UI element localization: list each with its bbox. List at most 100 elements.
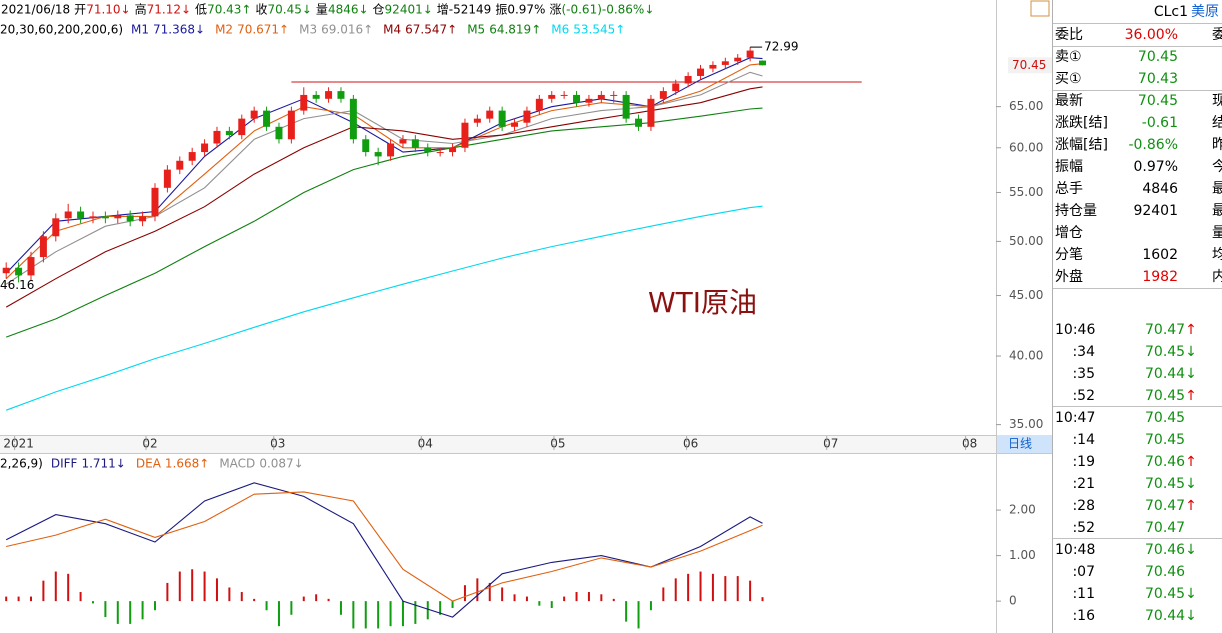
candle-body	[213, 130, 221, 144]
header-label: 开	[74, 3, 86, 17]
symbol-name: 美原	[1191, 4, 1219, 20]
y-tick-label: 50.00	[1009, 234, 1043, 248]
chart-annotation: WTI原油	[648, 286, 757, 319]
header-value: 70.43↑	[207, 3, 251, 17]
quote-label: 分笔	[1055, 247, 1083, 263]
candle-body	[114, 215, 122, 219]
panel-toggle-button[interactable]	[1030, 0, 1050, 17]
quote-value: 70.43	[1138, 71, 1178, 87]
y-tick-label: 1.00	[1009, 548, 1036, 562]
tick-time: :34	[1072, 344, 1095, 360]
tick-time: :14	[1072, 432, 1095, 448]
tick-direction: ↑	[1185, 388, 1197, 404]
tick-time: :35	[1072, 366, 1095, 382]
period-tag-bg	[997, 435, 1052, 453]
quote-value: 92401	[1133, 203, 1178, 219]
legend-name: M4	[383, 23, 401, 37]
header-value: 92401↓	[385, 3, 433, 17]
header-label: 收	[255, 3, 267, 17]
candle-body	[721, 61, 729, 65]
quote-label: 卖①	[1055, 49, 1082, 65]
header-label: 增	[437, 3, 449, 17]
header-label: 仓	[373, 3, 385, 17]
candle-body	[672, 83, 680, 92]
quote-side-label: 委	[1212, 27, 1222, 43]
indicator-line	[5, 57, 763, 274]
candle-body	[52, 218, 60, 237]
x-tick-label: 03	[270, 437, 285, 451]
x-axis-band	[0, 435, 996, 453]
last-price-bg	[1008, 57, 1052, 74]
candle-body	[436, 152, 444, 154]
indicator-line	[5, 482, 763, 618]
legend-value: 64.819↑	[489, 23, 541, 37]
tick-price: 70.47	[1145, 498, 1185, 514]
quote-side-label: 结	[1212, 115, 1222, 131]
tick-price: 70.46	[1145, 542, 1185, 558]
candle-body	[399, 139, 407, 144]
quote-side-label: 现	[1212, 93, 1222, 109]
candle-body	[263, 110, 271, 127]
legend-name: M3	[299, 23, 317, 37]
candle-body	[647, 98, 655, 127]
quote-label: 持仓量	[1055, 203, 1097, 219]
period-tag[interactable]: 日线	[1008, 437, 1032, 451]
y-tick-label: 35.00	[1009, 417, 1043, 431]
header-value: 71.12↓	[147, 3, 191, 17]
candle-body	[188, 152, 196, 161]
candle-body	[511, 122, 519, 127]
candle-body	[250, 110, 258, 119]
tick-price: 70.45	[1145, 388, 1185, 404]
header-value: (-0.61)-0.86%↓	[561, 3, 654, 17]
candle-body	[573, 94, 581, 103]
candle-body	[176, 160, 184, 170]
quote-label: 买①	[1055, 71, 1082, 87]
header-label: 振	[495, 3, 507, 17]
x-tick-label: 2021	[3, 437, 34, 451]
legend-name: MACD	[219, 457, 255, 471]
quote-value: 0.97%	[1134, 159, 1178, 175]
tick-price: 70.47	[1145, 520, 1185, 536]
tick-price: 70.46	[1145, 564, 1185, 580]
candle-body	[337, 91, 345, 99]
tick-price: 70.45	[1145, 410, 1185, 426]
quote-value: -0.61	[1142, 115, 1178, 131]
legend-value: 69.016↑	[321, 23, 373, 37]
tick-direction: ↑	[1185, 322, 1197, 338]
candle-body	[560, 94, 568, 96]
quote-side-label: 最	[1212, 181, 1222, 197]
candle-body	[300, 94, 308, 111]
quote-label: 涨幅[结]	[1055, 137, 1108, 153]
candle-body	[163, 169, 171, 188]
legend-name: DEA	[136, 457, 162, 471]
tick-time: 10:48	[1055, 542, 1095, 558]
low-label: 46.16	[0, 278, 34, 292]
legend-params: 20,30,60,200,200,6)	[0, 23, 123, 37]
y-tick-label: 45.00	[1009, 288, 1043, 302]
quote-side-label: 量	[1212, 225, 1222, 241]
legend-name: M1	[131, 23, 149, 37]
x-tick-label: 02	[142, 437, 157, 451]
y-tick-label: 55.00	[1009, 185, 1043, 199]
tick-price: 70.44	[1145, 366, 1185, 382]
quote-side-label: 今	[1212, 159, 1222, 175]
quote-value: 1602	[1142, 247, 1178, 263]
legend-params: 2,26,9)	[0, 457, 43, 471]
legend-name: M6	[551, 23, 569, 37]
x-tick-label: 07	[823, 437, 838, 451]
candle-body	[39, 236, 47, 258]
quote-label: 总手	[1055, 181, 1083, 197]
candle-body	[325, 91, 333, 99]
header-label: 高	[135, 2, 147, 17]
candle-body	[139, 216, 147, 222]
indicator-line	[5, 63, 763, 280]
quote-label: 涨跌[结]	[1055, 115, 1108, 131]
legend-name: M2	[215, 23, 233, 37]
indicator-line	[6, 107, 763, 338]
tick-price: 70.45	[1145, 586, 1185, 602]
tick-time: :11	[1072, 586, 1095, 602]
candle-body	[697, 68, 705, 76]
candle-body	[101, 216, 109, 219]
quote-label: 委比	[1055, 27, 1083, 43]
